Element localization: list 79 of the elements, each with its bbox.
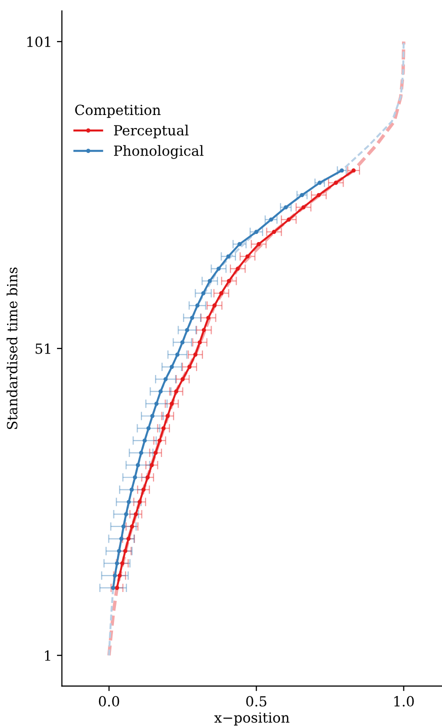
point (201, 291, 206, 296)
point (286, 218, 291, 222)
point (301, 205, 306, 210)
point (245, 254, 250, 258)
point (146, 475, 150, 480)
point (256, 242, 261, 246)
point (226, 254, 230, 258)
point (334, 180, 338, 185)
point (300, 192, 304, 198)
point (180, 340, 184, 344)
x-tick-label: 0.5 (246, 696, 266, 707)
point (212, 303, 217, 308)
point (237, 242, 242, 246)
point (284, 205, 288, 210)
point (318, 180, 322, 185)
point (174, 389, 178, 394)
point (185, 328, 190, 332)
point (269, 218, 274, 222)
point (187, 364, 192, 369)
point (166, 414, 170, 418)
point (136, 463, 140, 468)
y-tick-label: 101 (27, 36, 50, 48)
point (112, 574, 118, 578)
point (142, 438, 147, 443)
point (208, 278, 212, 284)
point (180, 377, 185, 382)
point (340, 168, 344, 173)
point (150, 414, 154, 418)
point (236, 266, 240, 271)
y-axis-title: Standardised time bins (6, 268, 18, 429)
point (114, 561, 120, 566)
point (216, 266, 221, 271)
point (272, 230, 276, 234)
point (195, 303, 200, 308)
point (126, 500, 131, 504)
point (202, 328, 206, 332)
point (132, 475, 138, 480)
legend-label: Phonological (114, 145, 204, 159)
point (124, 512, 128, 516)
point (226, 278, 232, 284)
point (138, 500, 142, 504)
x-axis-title: x−position (214, 712, 290, 726)
x-tick-label: 0.0 (98, 696, 120, 707)
point (175, 352, 180, 357)
point (126, 536, 131, 541)
point (119, 536, 124, 541)
point (150, 463, 154, 468)
point (352, 168, 356, 173)
point (118, 574, 122, 578)
point (193, 352, 198, 357)
point (198, 340, 202, 344)
y-tick-label: 51 (36, 343, 50, 354)
point (146, 426, 151, 430)
point (190, 316, 194, 320)
point (139, 450, 144, 455)
point (170, 364, 174, 369)
point (316, 192, 321, 198)
point (164, 377, 168, 382)
point (254, 230, 258, 234)
point (120, 561, 124, 566)
point (154, 450, 158, 455)
point (121, 524, 126, 529)
legend-label: Perceptual (114, 124, 189, 138)
point (111, 586, 116, 590)
point (158, 389, 163, 394)
x-tick-label: 1.0 (394, 696, 414, 707)
y-tick-label: 1 (45, 650, 50, 661)
point (158, 438, 162, 443)
point (154, 402, 159, 406)
point (114, 586, 120, 590)
legend-title: Competition (75, 104, 161, 118)
point (130, 488, 134, 492)
point (123, 548, 128, 554)
point (161, 426, 166, 430)
point (134, 512, 138, 516)
point (219, 291, 224, 296)
point (130, 524, 134, 529)
point (170, 402, 174, 406)
point (206, 316, 210, 320)
